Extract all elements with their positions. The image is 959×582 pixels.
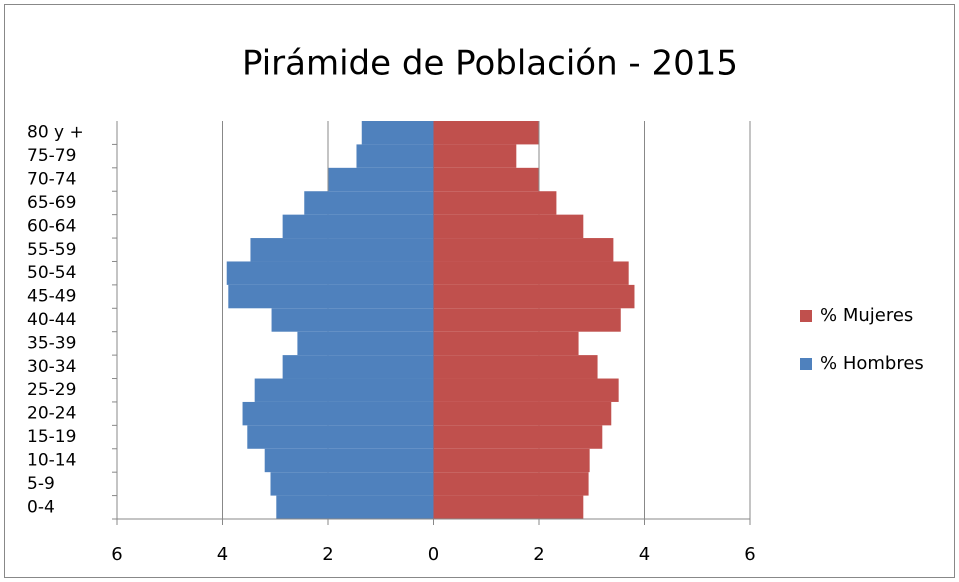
bar xyxy=(282,214,434,239)
legend-label: % Mujeres xyxy=(820,305,913,326)
bar xyxy=(433,121,539,145)
bar xyxy=(433,401,612,426)
y-tick-label: 10-14 xyxy=(27,450,76,470)
bar xyxy=(361,121,434,145)
bar xyxy=(433,284,635,309)
bar xyxy=(433,472,589,496)
x-tick-label: 6 xyxy=(744,544,755,565)
bar xyxy=(433,167,539,192)
x-tick-label: 2 xyxy=(533,544,544,565)
bar xyxy=(247,425,434,449)
y-tick-label: 50-54 xyxy=(27,263,76,283)
y-tick-label: 40-44 xyxy=(27,310,76,330)
x-tick-label: 0 xyxy=(428,544,439,565)
y-tick-label: 0-4 xyxy=(27,497,55,517)
bar xyxy=(433,448,590,473)
x-tick-label: 2 xyxy=(322,544,333,565)
x-tick-label: 4 xyxy=(217,544,228,565)
bar xyxy=(297,331,434,356)
bar xyxy=(271,308,434,332)
y-tick-label: 70-74 xyxy=(27,170,76,190)
bar xyxy=(433,214,584,239)
y-tick-label: 20-24 xyxy=(27,404,76,424)
bar xyxy=(276,495,434,519)
chart-title: Pirámide de Población - 2015 xyxy=(242,44,738,84)
bar xyxy=(304,191,434,215)
y-tick-label: 15-19 xyxy=(27,427,76,447)
bar xyxy=(264,448,434,473)
legend-swatch xyxy=(800,310,812,322)
legend-swatch xyxy=(800,358,812,370)
y-tick-label: 75-79 xyxy=(27,146,76,166)
y-tick-label: 80 y + xyxy=(27,123,84,143)
y-tick-label: 5-9 xyxy=(27,474,55,494)
bar xyxy=(433,261,629,285)
x-tick-label: 6 xyxy=(111,544,122,565)
bar xyxy=(433,355,598,379)
y-tick-label: 55-59 xyxy=(27,240,76,260)
bar xyxy=(328,167,434,192)
bar xyxy=(270,472,434,496)
bar xyxy=(433,238,614,262)
x-tick-label: 4 xyxy=(639,544,650,565)
y-tick-label: 60-64 xyxy=(27,216,76,236)
bar xyxy=(250,238,434,262)
bar xyxy=(433,425,603,449)
bar xyxy=(433,144,517,168)
y-tick-label: 25-29 xyxy=(27,380,76,400)
bar xyxy=(282,355,434,379)
y-tick-label: 30-34 xyxy=(27,357,76,377)
bar xyxy=(254,378,434,402)
y-tick-label: 65-69 xyxy=(27,193,76,213)
bar xyxy=(433,191,557,215)
y-tick-label: 35-39 xyxy=(27,333,76,353)
bar xyxy=(433,378,619,402)
legend-label: % Hombres xyxy=(820,353,924,374)
y-tick-label: 45-49 xyxy=(27,287,76,307)
bar xyxy=(433,495,584,519)
bar xyxy=(242,401,434,426)
bar xyxy=(356,144,434,168)
bar xyxy=(226,261,434,285)
bar xyxy=(228,284,434,309)
bar xyxy=(433,308,621,332)
bar xyxy=(433,331,579,356)
